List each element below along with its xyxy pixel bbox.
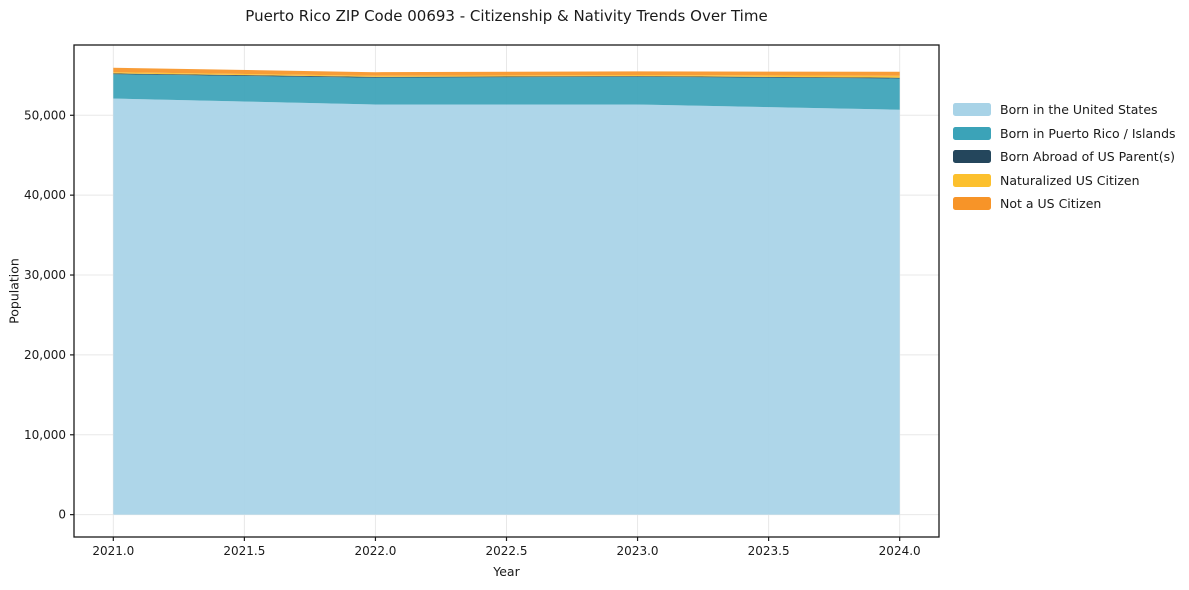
y-tick-label: 20,000 [24, 348, 66, 362]
legend-label: Born in Puerto Rico / Islands [1000, 125, 1176, 141]
area-not-a-us-citizen [113, 67, 900, 76]
x-tick-label: 2021.0 [92, 544, 134, 558]
legend: Born in the United States Born in Puerto … [953, 103, 1176, 221]
legend-item-born-in-the-united-states: Born in the United States [953, 103, 1176, 116]
area-born-in-the-united-states [113, 98, 900, 515]
legend-label: Born in the United States [1000, 102, 1158, 117]
y-tick-label: 50,000 [24, 108, 66, 122]
legend-label: Born Abroad of US Parent(s) [1000, 149, 1175, 164]
legend-color-swatch [953, 103, 991, 116]
x-tick-label: 2024.0 [879, 544, 921, 558]
legend-item-born-abroad-of-us-parent-s: Born Abroad of US Parent(s) [953, 150, 1176, 163]
legend-item-naturalized-us-citizen: Naturalized US Citizen [953, 172, 1176, 188]
x-axis-label: Year [493, 564, 520, 579]
y-tick-label: 30,000 [24, 268, 66, 282]
y-tick-label: 10,000 [24, 428, 66, 442]
area-naturalized-us-citizen [113, 72, 900, 78]
legend-color-swatch [953, 173, 991, 187]
x-tick-label: 2022.5 [486, 544, 528, 558]
y-tick-label: 0 [58, 508, 66, 522]
area-born-abroad-of-us-parent-s [113, 73, 900, 79]
area-born-in-puerto-rico-islands [113, 74, 900, 110]
legend-label: Naturalized US Citizen [1000, 172, 1140, 188]
x-tick-label: 2022.0 [354, 544, 396, 558]
x-tick-label: 2023.0 [617, 544, 659, 558]
legend-item-born-in-puerto-rico-islands: Born in Puerto Rico / Islands [953, 125, 1176, 141]
legend-color-swatch [953, 126, 991, 140]
y-tick-label: 40,000 [24, 188, 66, 202]
legend-color-swatch [953, 150, 991, 163]
legend-label: Not a US Citizen [1000, 196, 1102, 211]
x-tick-label: 2023.5 [748, 544, 790, 558]
y-axis-label: Population [6, 258, 22, 324]
legend-color-swatch [953, 197, 991, 210]
legend-item-not-a-us-citizen: Not a US Citizen [953, 197, 1176, 210]
chart-title: Puerto Rico ZIP Code 00693 - Citizenship… [245, 7, 768, 25]
x-tick-label: 2021.5 [223, 544, 265, 558]
